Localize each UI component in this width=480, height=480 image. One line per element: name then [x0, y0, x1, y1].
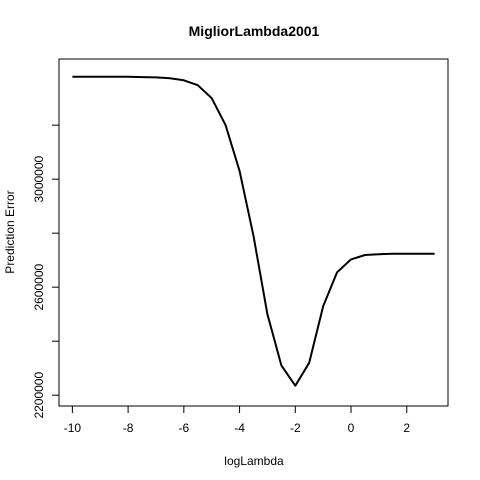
y-tick-label: 2200000 [32, 372, 46, 419]
chart-title: MigliorLambda2001 [189, 23, 320, 39]
y-tick-label: 2600000 [32, 263, 46, 310]
y-axis: 2200000 2600000 3000000 [32, 125, 59, 418]
y-tick-label: 3000000 [32, 155, 46, 202]
x-axis-label: logLambda [224, 454, 284, 468]
x-tick-label: -10 [64, 421, 82, 435]
prediction-error-line [72, 77, 434, 386]
x-tick-label: -6 [179, 421, 190, 435]
x-tick-label: -8 [123, 421, 134, 435]
x-tick-label: 0 [348, 421, 355, 435]
x-tick-label: -4 [234, 421, 245, 435]
x-tick-label: 2 [403, 421, 410, 435]
x-tick-label: -2 [290, 421, 301, 435]
x-axis: -10 -8 -6 -4 -2 0 2 [64, 406, 411, 435]
y-axis-label: Prediction Error [3, 190, 17, 273]
